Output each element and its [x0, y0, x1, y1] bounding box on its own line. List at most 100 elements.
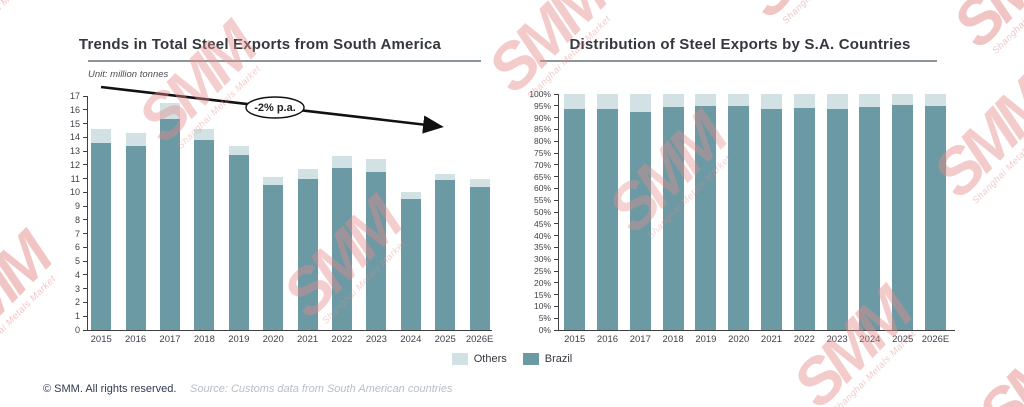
bar-segment-brazil: [728, 105, 750, 330]
y-tick-label: 7: [74, 228, 80, 239]
y-tick-mark: [83, 150, 87, 152]
y-tick-label: 75%: [533, 148, 551, 158]
unit-label: Unit: million tonnes: [88, 69, 169, 80]
y-tick-label: 60%: [533, 183, 551, 194]
y-tick-label: 12: [69, 159, 80, 170]
y-tick-mark: [554, 117, 558, 119]
x-tick-label: 2019: [695, 334, 717, 345]
bar-segment-brazil: [125, 145, 146, 330]
y-tick-label: 9: [74, 201, 80, 212]
bar-segment-brazil: [366, 171, 387, 330]
y-tick-label: 100%: [529, 89, 551, 99]
y-tick-label: 5%: [538, 313, 551, 324]
right-chart-title: Distribution of Steel Exports by S.A. Co…: [569, 36, 911, 53]
bar-segment-others: [728, 94, 750, 106]
x-tick-label: 2016: [125, 334, 147, 345]
right-plot-area: 0% 5% 10% 15% 20% 25% 30% 35% 40% 45% 50% 55% 60% 65%…: [529, 89, 955, 345]
y-tick-label: 55%: [533, 195, 551, 206]
y-tick-mark: [554, 211, 558, 213]
x-tick-label: 2022: [793, 334, 815, 345]
y-tick-mark: [83, 233, 87, 235]
y-tick-label: 15%: [533, 289, 551, 300]
y-tick-label: 1: [74, 311, 80, 322]
y-tick-mark: [554, 270, 558, 272]
y-tick-label: 14: [69, 132, 80, 143]
x-tick-label: 2026E: [465, 334, 494, 345]
x-tick-label: 2025: [892, 334, 914, 345]
smm-watermark-subtext: Shanghai Metals Market: [0, 0, 77, 65]
y-tick-label: 30%: [533, 254, 551, 265]
bar-segment-brazil: [662, 106, 684, 330]
x-tick-label: 2023: [826, 334, 848, 345]
bar-segment-others: [826, 94, 848, 110]
bar-segment-brazil: [228, 155, 249, 330]
x-tick-label: 2016: [596, 334, 619, 345]
y-tick-mark: [554, 140, 558, 142]
bar-segment-others: [629, 94, 651, 112]
y-tick-mark: [83, 246, 87, 248]
smm-watermark-subtext: Shanghai Metals Market: [990, 0, 1024, 57]
y-tick-label: 25%: [533, 266, 551, 276]
bar-segment-brazil: [194, 140, 215, 330]
bar-segment-others: [263, 177, 284, 186]
legend-swatch-brazil: [522, 353, 539, 365]
bar-segment-brazil: [263, 185, 284, 330]
y-tick-label: 11: [70, 173, 80, 184]
bar-segment-others: [469, 178, 490, 187]
y-tick-label: 0%: [538, 325, 551, 335]
y-tick-mark: [554, 329, 558, 331]
y-tick-label: 50%: [533, 207, 551, 217]
bar-segment-brazil: [332, 167, 352, 330]
x-tick-label: 2018: [193, 334, 215, 345]
y-tick-label: 45%: [533, 218, 551, 229]
bar-segment-others: [366, 159, 387, 172]
legend-label: Others: [473, 353, 507, 365]
y-tick-mark: [554, 235, 558, 237]
y-tick-mark: [83, 274, 87, 276]
bar-segment-brazil: [925, 105, 946, 330]
y-tick-label: 65%: [533, 171, 551, 182]
bar-segment-others: [925, 94, 946, 106]
x-tick-label: 2026E: [921, 334, 950, 345]
y-tick-mark: [83, 178, 87, 180]
y-tick-mark: [554, 294, 558, 296]
y-tick-mark: [554, 258, 558, 260]
bar-segment-others: [125, 133, 146, 146]
y-tick-label: 5: [74, 256, 80, 267]
bar-segment-others: [194, 129, 215, 141]
bar-segment-brazil: [564, 109, 586, 330]
bar-segment-others: [892, 94, 914, 105]
bar-segment-others: [662, 94, 684, 107]
y-tick-label: 90%: [533, 112, 551, 123]
x-tick-label: 2024: [859, 334, 881, 345]
legend-item-others: Others: [451, 353, 507, 365]
bar-segment-brazil: [597, 109, 618, 330]
y-tick-label: 17: [69, 91, 80, 101]
bar-segment-others: [859, 94, 881, 107]
y-tick-label: 2: [74, 297, 80, 308]
y-tick-mark: [83, 123, 87, 125]
source-note: Source: Customs data from South American…: [190, 383, 453, 395]
x-tick-label: 2019: [228, 334, 250, 345]
y-tick-label: 70%: [533, 159, 551, 170]
y-tick-mark: [554, 93, 558, 95]
y-tick-label: 80%: [533, 136, 551, 147]
y-tick-label: 0: [74, 325, 80, 335]
x-tick-label: 2023: [365, 334, 387, 345]
x-tick-label: 2021: [760, 334, 783, 345]
bar-segment-others: [160, 102, 180, 120]
y-tick-mark: [83, 205, 87, 207]
bar-segment-others: [297, 168, 318, 179]
bar-segment-others: [400, 191, 421, 200]
smm-watermark-text: SMM: [963, 306, 1024, 407]
y-tick-mark: [83, 260, 87, 262]
bar-segment-others: [332, 155, 352, 168]
bar-segment-others: [597, 94, 618, 110]
y-tick-mark: [554, 187, 558, 189]
y-tick-label: 20%: [533, 277, 551, 288]
y-tick-mark: [83, 136, 87, 138]
y-tick-mark: [83, 164, 87, 166]
